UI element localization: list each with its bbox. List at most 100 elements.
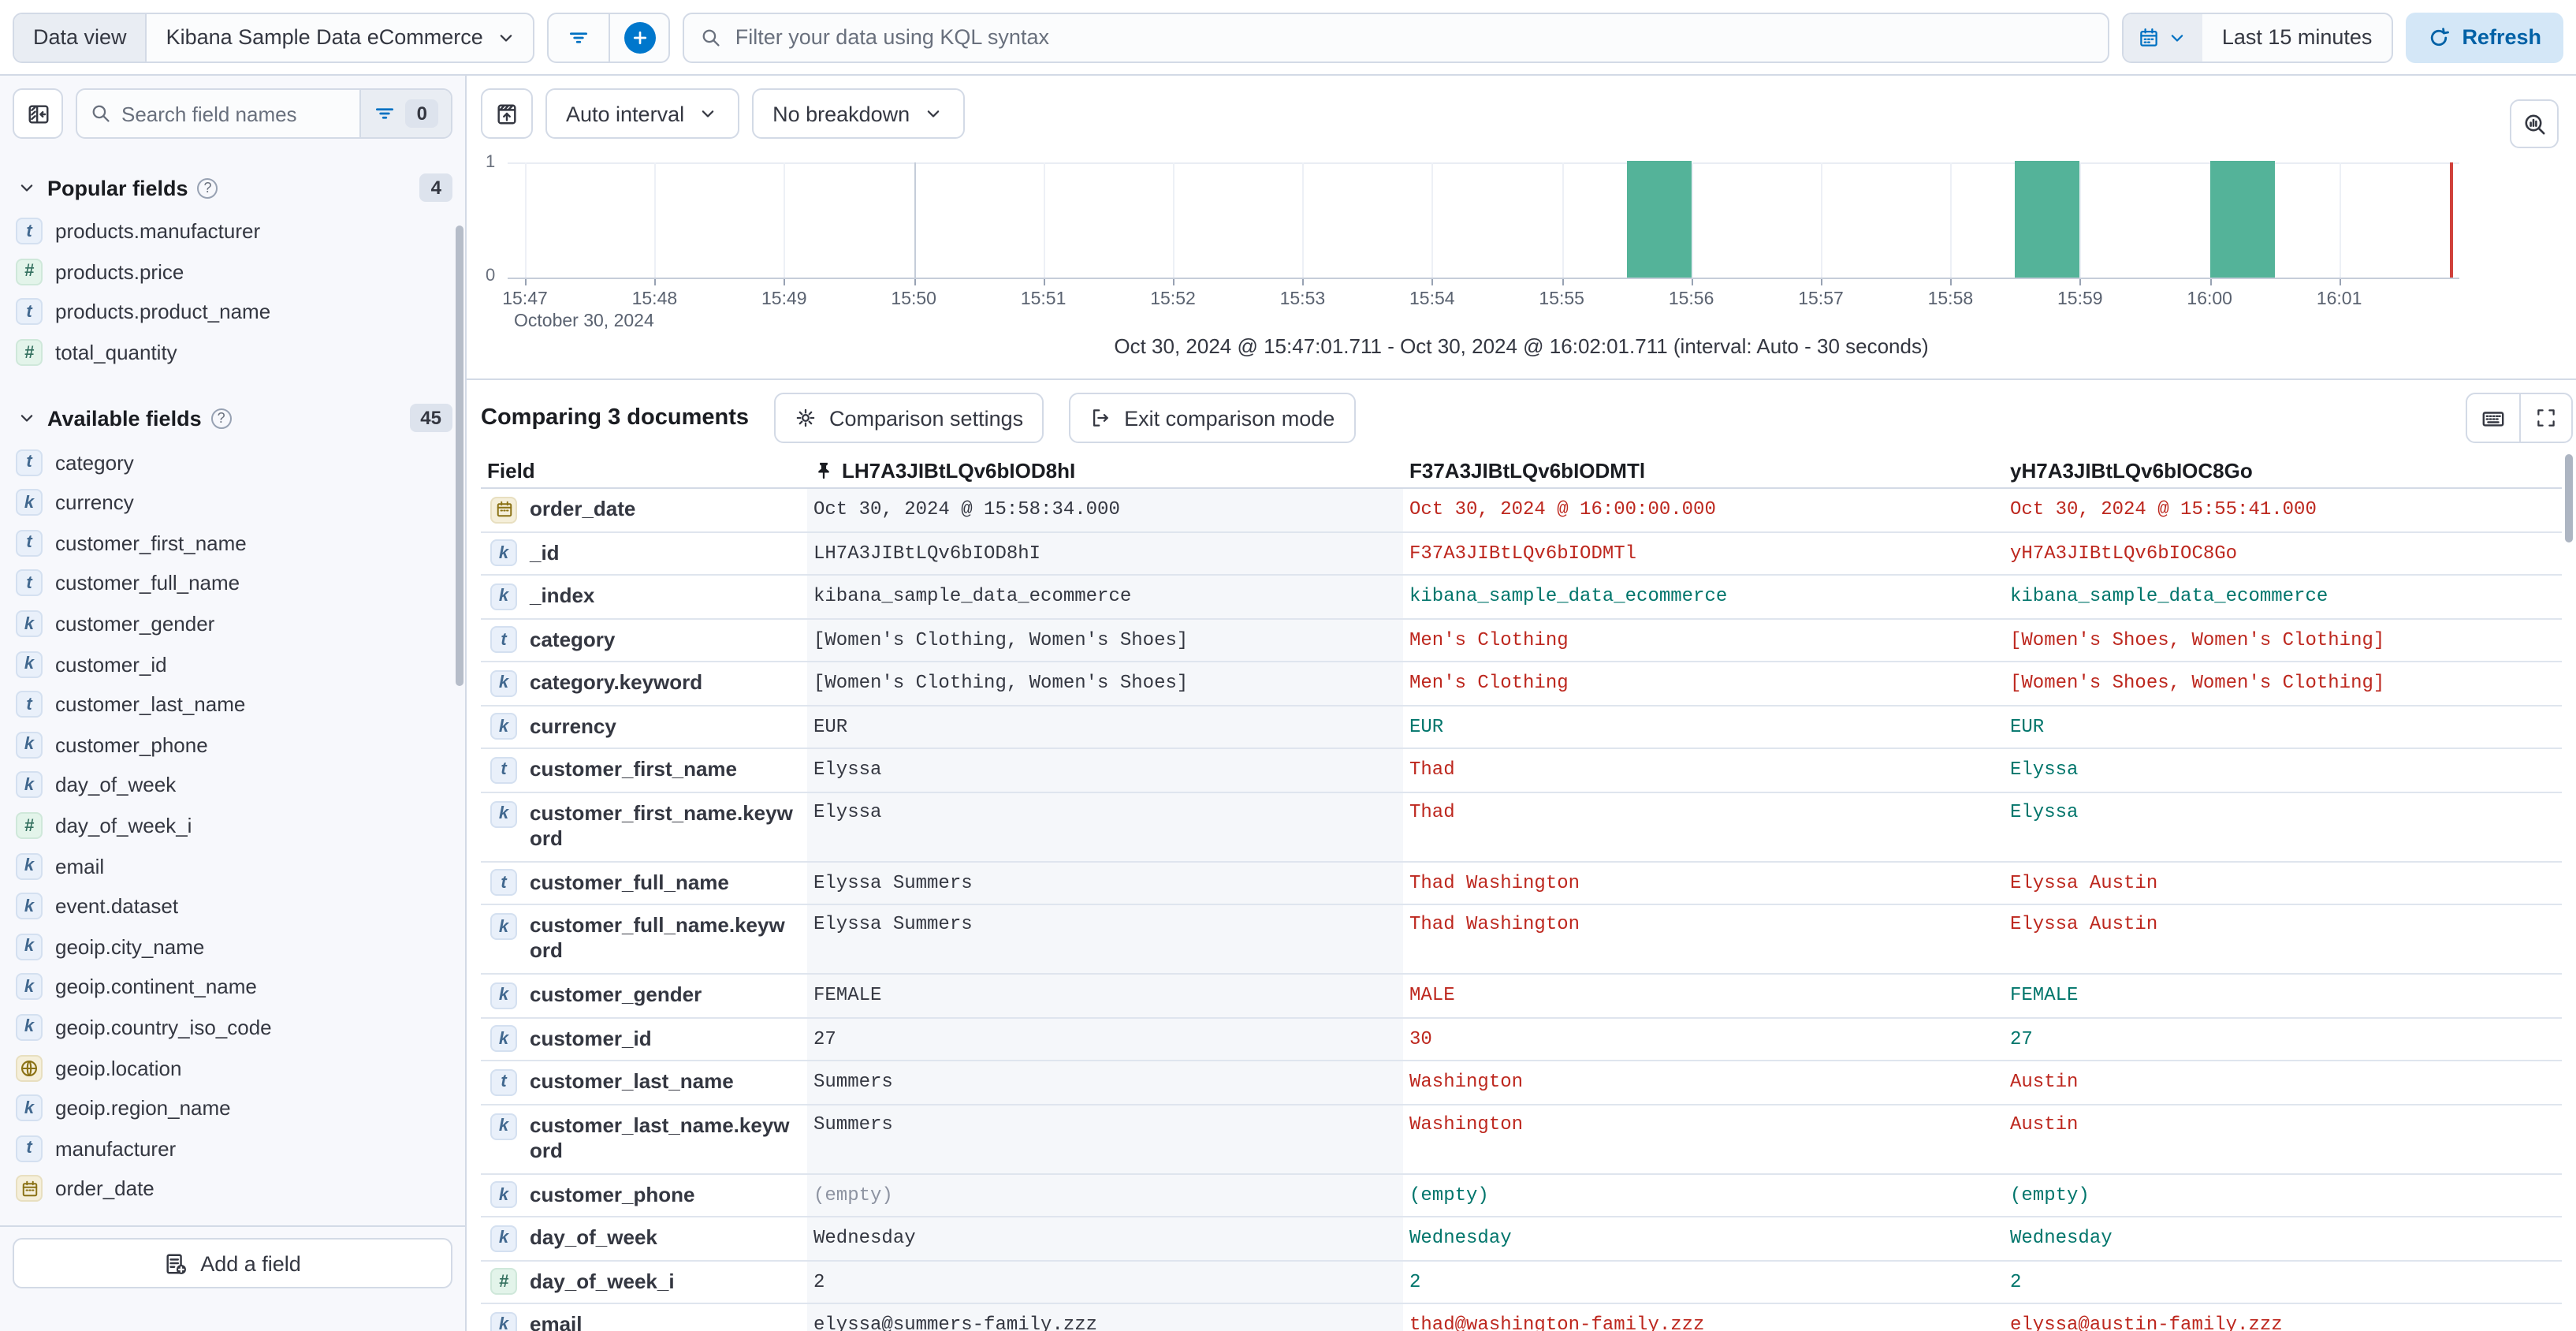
field-name: customer_full_name (55, 571, 240, 595)
time-range-picker: Last 15 minutes (2122, 12, 2393, 62)
field-cell: k customer_last_name.keyword (481, 1105, 807, 1173)
kql-search-input[interactable]: Filter your data using KQL syntax (683, 12, 2110, 62)
sidebar-field-item[interactable]: t products.product_name (13, 292, 452, 332)
doc-column-header[interactable]: yH7A3JIBtLQv6bIOC8Go (2010, 458, 2253, 482)
comparison-settings-button[interactable]: Comparison settings (774, 393, 1044, 443)
field-search-input[interactable]: Search field names 0 (76, 88, 452, 139)
table-row[interactable]: k customer_gender FEMALE MALE FEMALE (481, 975, 2562, 1018)
sidebar-field-item[interactable]: k currency (13, 483, 452, 523)
table-row[interactable]: k customer_first_name.keyword Elyssa Thad El… (481, 792, 2562, 862)
table-row[interactable]: k email elyssa@summers-family.zzz thad@wash… (481, 1304, 2562, 1331)
base-value-cell: elyssa@summers-family.zzz (807, 1304, 1403, 1331)
x-tick (1562, 279, 1564, 285)
x-tick (914, 279, 916, 285)
sidebar-field-item[interactable]: k customer_phone (13, 725, 452, 765)
sidebar-field-item[interactable]: k geoip.region_name (13, 1088, 452, 1128)
sidebar-field-item[interactable]: t category (13, 442, 452, 483)
sidebar-field-item[interactable]: k geoip.city_name (13, 926, 452, 967)
table-row[interactable]: k customer_phone (empty) (empty) (empty) (481, 1174, 2562, 1217)
keyword-field-icon: k (490, 713, 517, 740)
sidebar-field-item[interactable]: # day_of_week_i (13, 805, 452, 845)
sidebar-field-item[interactable]: t customer_full_name (13, 563, 452, 603)
refresh-button[interactable]: Refresh (2405, 12, 2563, 62)
interval-select[interactable]: Auto interval (545, 88, 740, 139)
data-view-picker[interactable]: Data view Kibana Sample Data eCommerce (13, 12, 535, 62)
field-filter-toggle[interactable]: 0 (359, 90, 451, 137)
sidebar-field-item[interactable]: geoip.location (13, 1048, 452, 1088)
table-row[interactable]: k category.keyword [Women's Clothing, Wome… (481, 662, 2562, 706)
doc-column-header[interactable]: F37A3JIBtLQv6bIODMTl (1409, 458, 1646, 482)
field-cell: k day_of_week (481, 1217, 807, 1259)
chart-options-icon (495, 102, 519, 125)
time-range-value[interactable]: Last 15 minutes (2221, 25, 2373, 49)
collapse-sidebar-button[interactable] (13, 88, 63, 139)
histogram-bar[interactable] (2015, 161, 2080, 278)
comparison-value-cell: 27 (2010, 1027, 2033, 1050)
edit-visualization-button[interactable] (2510, 99, 2559, 148)
sidebar-field-item[interactable]: k customer_gender (13, 604, 452, 644)
lens-icon (2522, 111, 2547, 136)
field-cell: # day_of_week_i (481, 1261, 807, 1303)
sidebar-field-item[interactable]: k day_of_week (13, 765, 452, 805)
table-scrollbar[interactable] (2565, 454, 2573, 542)
sidebar-field-item[interactable]: t customer_first_name (13, 523, 452, 563)
add-field-button[interactable]: Add a field (13, 1238, 452, 1288)
table-row[interactable]: # day_of_week_i 2 2 2 (481, 1261, 2562, 1304)
sidebar-field-item[interactable]: t customer_last_name (13, 684, 452, 725)
field-cell: k _index (481, 576, 807, 617)
exit-comparison-button[interactable]: Exit comparison mode (1069, 393, 1356, 443)
keyword-field-icon: k (490, 1025, 517, 1053)
sidebar-scrollbar[interactable] (456, 226, 463, 686)
data-view-value: Kibana Sample Data eCommerce (166, 25, 483, 49)
histogram-bar[interactable] (2209, 161, 2275, 278)
add-filter-button[interactable] (549, 13, 609, 61)
sidebar-field-item[interactable]: k geoip.country_iso_code (13, 1007, 452, 1047)
text-field-icon: t (16, 449, 43, 476)
sidebar-field-item[interactable]: k geoip.continent_name (13, 967, 452, 1007)
breakdown-select[interactable]: No breakdown (752, 88, 966, 139)
table-row[interactable]: k customer_full_name.keyword Elyssa Summer… (481, 905, 2562, 975)
table-row[interactable]: t customer_first_name Elyssa Thad Elyssa (481, 749, 2562, 792)
field-name: customer_last_name.keyword (530, 1113, 790, 1161)
base-value-cell: FEMALE (807, 975, 1403, 1016)
field-section-header[interactable]: Available fields ? 45 (16, 404, 452, 433)
sidebar-field-item[interactable]: order_date (13, 1169, 452, 1209)
table-row[interactable]: k customer_id 27 30 27 (481, 1018, 2562, 1061)
table-row[interactable]: t customer_full_name Elyssa Summers Thad Wa… (481, 862, 2562, 905)
hide-chart-button[interactable] (481, 88, 533, 139)
table-row[interactable]: t category [Women's Clothing, Women's Shoe… (481, 619, 2562, 662)
histogram-chart[interactable]: 1 0 15:47 15:48 15:49 15:50 15:51 15:52 15:53 15:… (486, 153, 2459, 331)
sidebar-field-item[interactable]: k email (13, 846, 452, 886)
comparison-value-cell: Elyssa (2010, 759, 2079, 781)
keyboard-shortcuts-button[interactable] (2467, 394, 2519, 442)
table-row[interactable]: t customer_last_name Summers Washington Aust… (481, 1061, 2562, 1105)
sidebar-field-item[interactable]: t products.manufacturer (13, 211, 452, 252)
table-row[interactable]: k _index kibana_sample_data_ecommerce kiban… (481, 576, 2562, 619)
comparison-table: Field LH7A3JIBtLQv6bIOD8hI F37A3JIBtLQv6… (481, 456, 2562, 1331)
sidebar-field-item[interactable]: k customer_id (13, 644, 452, 684)
keyword-field-icon: k (490, 669, 517, 697)
field-cell: t customer_first_name (481, 749, 807, 791)
field-column-header[interactable]: Field (487, 458, 535, 482)
pinned-doc-column-header[interactable]: LH7A3JIBtLQv6bIOD8hI (807, 456, 1403, 487)
chevron-down-icon (697, 103, 719, 125)
kql-placeholder: Filter your data using KQL syntax (735, 25, 1049, 49)
add-button[interactable] (609, 13, 669, 61)
histogram-bar[interactable] (1626, 161, 1692, 278)
table-row[interactable]: order_date Oct 30, 2024 @ 15:58:34.000 Oct… (481, 489, 2562, 532)
x-tick-label: 15:56 (1668, 290, 1714, 309)
date-picker-toggle[interactable] (2124, 13, 2203, 61)
fullscreen-button[interactable] (2519, 394, 2571, 442)
sidebar-field-item[interactable]: k event.dataset (13, 886, 452, 926)
keyboard-icon (2481, 406, 2505, 430)
table-row[interactable]: k _id LH7A3JIBtLQv6bIOD8hI F37A3JIBtLQv6bIO… (481, 532, 2562, 576)
sidebar-field-item[interactable]: # products.price (13, 252, 452, 292)
table-row[interactable]: k currency EUR EUR EUR (481, 706, 2562, 749)
field-section-header[interactable]: Popular fields ? 4 (16, 173, 452, 202)
base-value-cell: 27 (807, 1018, 1403, 1060)
keyword-field-icon: k (16, 933, 43, 960)
sidebar-field-item[interactable]: # total_quantity (13, 333, 452, 373)
table-row[interactable]: k day_of_week Wednesday Wednesday Wednesday (481, 1217, 2562, 1261)
sidebar-field-item[interactable]: t manufacturer (13, 1128, 452, 1169)
table-row[interactable]: k customer_last_name.keyword Summers Washin… (481, 1105, 2562, 1174)
